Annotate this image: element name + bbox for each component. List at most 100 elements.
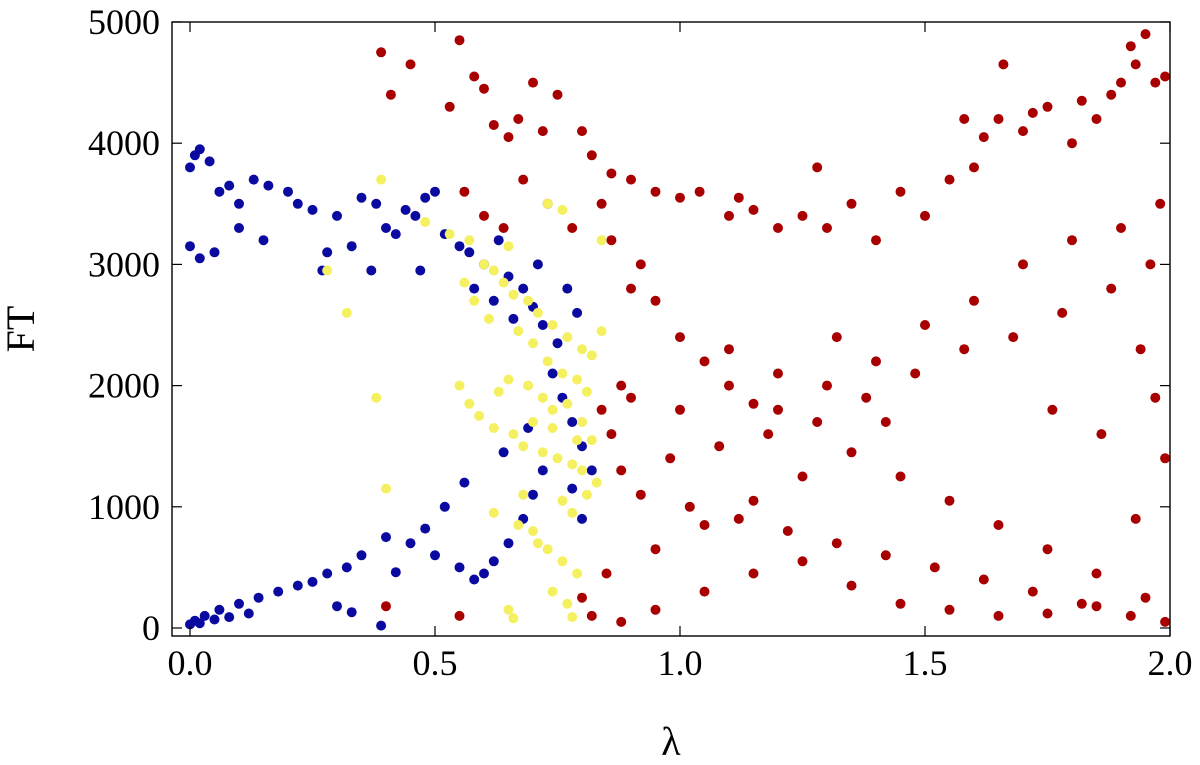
data-point (283, 186, 293, 197)
data-point (1057, 307, 1068, 318)
data-point (488, 265, 499, 276)
data-point (479, 259, 489, 270)
data-point (209, 247, 220, 258)
data-point (292, 198, 303, 209)
data-point (831, 332, 842, 343)
data-point (684, 501, 695, 512)
data-point (635, 259, 646, 270)
data-point (1018, 126, 1028, 137)
data-point (1076, 598, 1087, 609)
data-point (993, 610, 1004, 621)
data-point (567, 223, 578, 233)
data-point (920, 210, 930, 221)
data-point (606, 429, 617, 440)
data-point (1160, 453, 1171, 464)
data-point (400, 204, 411, 215)
data-point (356, 192, 367, 203)
data-point (944, 495, 955, 506)
data-point (547, 320, 558, 330)
data-point (537, 126, 548, 137)
data-point (185, 619, 195, 630)
data-point (513, 326, 524, 337)
data-point (185, 241, 195, 252)
data-point (307, 576, 318, 587)
data-point (601, 568, 612, 579)
data-point (577, 417, 587, 427)
data-point (322, 247, 333, 258)
data-point (1125, 610, 1136, 621)
data-point (439, 501, 450, 512)
data-point (493, 386, 504, 397)
data-point (895, 598, 906, 609)
data-point (1008, 332, 1019, 343)
data-point (1106, 89, 1117, 100)
data-point (258, 235, 269, 246)
x-axis-title: λ (661, 719, 681, 764)
data-point (724, 380, 734, 391)
x-tick-label: 2.0 (1148, 643, 1193, 683)
data-point (356, 550, 367, 561)
data-point (518, 283, 529, 294)
data-point (748, 398, 759, 409)
data-point (665, 453, 676, 464)
data-point (415, 265, 426, 276)
data-point (528, 338, 538, 349)
data-point (577, 513, 587, 524)
data-point (371, 198, 382, 209)
data-point (1091, 601, 1102, 612)
data-point (748, 495, 759, 506)
data-point (572, 374, 583, 385)
data-point (537, 392, 548, 403)
data-point (1076, 95, 1087, 106)
data-point (224, 612, 235, 623)
data-point (969, 162, 979, 173)
data-point (469, 295, 480, 306)
data-point (204, 156, 215, 167)
data-point (1042, 101, 1053, 112)
data-point (1145, 259, 1156, 270)
data-point (341, 562, 352, 573)
data-point (959, 114, 970, 124)
data-point (724, 210, 734, 221)
data-point (591, 477, 602, 488)
data-point (542, 544, 553, 555)
data-point (699, 356, 710, 367)
data-point (459, 186, 470, 197)
data-point (488, 295, 499, 306)
data-point (371, 392, 382, 403)
data-point (1135, 344, 1146, 355)
data-point (880, 417, 891, 427)
data-point (454, 35, 465, 46)
points-layer (185, 29, 1171, 631)
data-point (503, 132, 514, 143)
data-point (464, 235, 475, 246)
data-point (528, 526, 538, 536)
data-point (572, 307, 583, 318)
data-point (405, 538, 416, 549)
data-point (1067, 138, 1077, 149)
data-point (1027, 107, 1038, 118)
data-point (831, 538, 842, 549)
data-point (528, 489, 538, 500)
data-point (209, 614, 220, 625)
data-point (586, 610, 597, 621)
data-point (797, 210, 808, 221)
data-point (586, 435, 597, 446)
data-point (557, 204, 568, 215)
data-point (532, 307, 543, 318)
plot-frame (171, 21, 1171, 637)
data-point (724, 344, 734, 355)
data-point (552, 89, 563, 100)
data-point (699, 586, 710, 597)
data-point (234, 198, 244, 209)
data-point (376, 174, 387, 185)
data-point (1027, 586, 1038, 597)
data-point (513, 114, 524, 124)
data-point (488, 120, 499, 130)
data-point (430, 186, 440, 197)
data-point (616, 380, 627, 391)
data-point (454, 562, 465, 573)
data-point (929, 562, 940, 573)
data-point (547, 586, 558, 597)
